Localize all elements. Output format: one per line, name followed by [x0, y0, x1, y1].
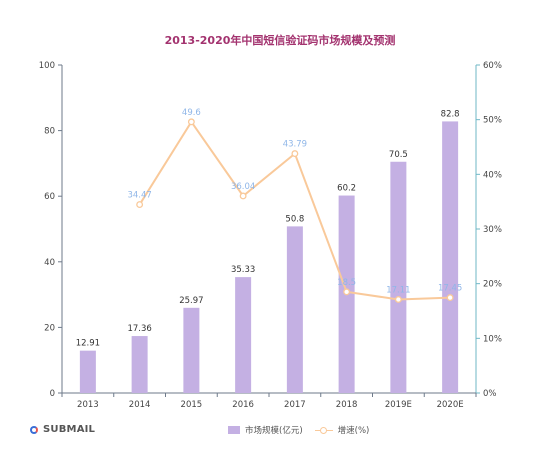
left-axis-tick-label: 60: [44, 192, 55, 202]
bar: [390, 161, 407, 393]
right-axis-tick-label: 0%: [483, 389, 497, 399]
axes: 0 20 40 60 80 100 0% 10% 20% 30% 40% 50% 60% 2013 2014…: [39, 61, 502, 410]
bar: [286, 226, 303, 393]
right-axis-tick-label: 40%: [483, 170, 502, 180]
bar-series: [79, 121, 459, 393]
line-data-label: 49.6: [182, 108, 201, 118]
legend-line-swatch: [314, 426, 333, 434]
right-axis-tick-label: 30%: [483, 225, 502, 235]
line-point: [239, 192, 247, 200]
legend-bar-swatch: [228, 426, 240, 434]
x-axis-tick-label: 2020E: [437, 400, 464, 410]
submail-logo-icon: [30, 425, 38, 434]
bar-data-label: 70.5: [389, 150, 408, 160]
line-point: [291, 150, 299, 158]
legend: 市场规模(亿元) 增速(%): [228, 424, 369, 436]
bar-data-label: 25.97: [179, 296, 203, 306]
legend-label-growth: 增速(%): [337, 426, 370, 436]
brand-name: SUBMAIL: [43, 424, 96, 435]
x-axis-tick-label: 2014: [129, 400, 151, 410]
bar: [442, 121, 459, 393]
x-axis-tick-label: 2017: [284, 400, 306, 410]
right-axis-tick-label: 60%: [483, 61, 502, 71]
bar-data-label: 60.2: [337, 184, 356, 194]
right-axis-tick-label: 10%: [483, 334, 502, 344]
line-series: [136, 118, 454, 303]
x-axis-tick-label: 2018: [336, 400, 358, 410]
left-axis-tick-label: 20: [44, 323, 55, 333]
left-axis-tick-label: 80: [44, 127, 55, 137]
bar: [131, 336, 148, 393]
bar-data-label: 17.36: [127, 324, 151, 334]
line-data-label: 17.45: [438, 284, 462, 294]
legend-item-market-size[interactable]: 市场规模(亿元): [228, 424, 303, 436]
x-axis-tick-label: 2016: [232, 400, 254, 410]
line-point: [394, 296, 402, 303]
line-data-label: 18.5: [337, 278, 356, 288]
line-point: [343, 288, 351, 296]
legend-item-growth[interactable]: 增速(%): [314, 424, 370, 436]
line-data-label: 34.47: [127, 191, 151, 201]
line-data-label: 43.79: [283, 140, 307, 150]
x-axis-tick-label: 2019E: [385, 400, 412, 410]
line-point: [446, 294, 454, 302]
bar: [183, 307, 200, 393]
x-axis-tick-label: 2015: [181, 400, 203, 410]
line-data-label: 36.04: [231, 182, 255, 192]
line-data-label: 17.11: [386, 285, 410, 295]
bar: [235, 277, 252, 393]
bar: [79, 350, 96, 393]
brand-logo: SUBMAIL: [30, 424, 95, 435]
left-axis-tick-label: 40: [44, 258, 55, 268]
right-axis-tick-label: 50%: [483, 116, 502, 126]
bar-data-label: 35.33: [231, 265, 255, 275]
chart-title: 2013-2020年中国短信验证码市场规模及预测: [165, 33, 396, 47]
line-point: [187, 118, 195, 126]
x-axis-tick-label: 2013: [77, 400, 99, 410]
bar-data-label: 12.91: [76, 339, 100, 349]
left-axis-tick-label: 100: [39, 61, 55, 71]
legend-label-market-size: 市场规模(亿元): [245, 426, 303, 436]
line-point: [136, 201, 144, 209]
left-axis-tick-label: 0: [50, 389, 55, 399]
bar-data-label: 50.8: [285, 214, 304, 224]
right-axis-tick-label: 20%: [483, 280, 502, 290]
bar-data-label: 82.8: [441, 109, 460, 119]
data-labels: 12.91 17.36 25.97 35.33 50.8 60.2 70.5 82.8 34.4…: [76, 108, 463, 349]
